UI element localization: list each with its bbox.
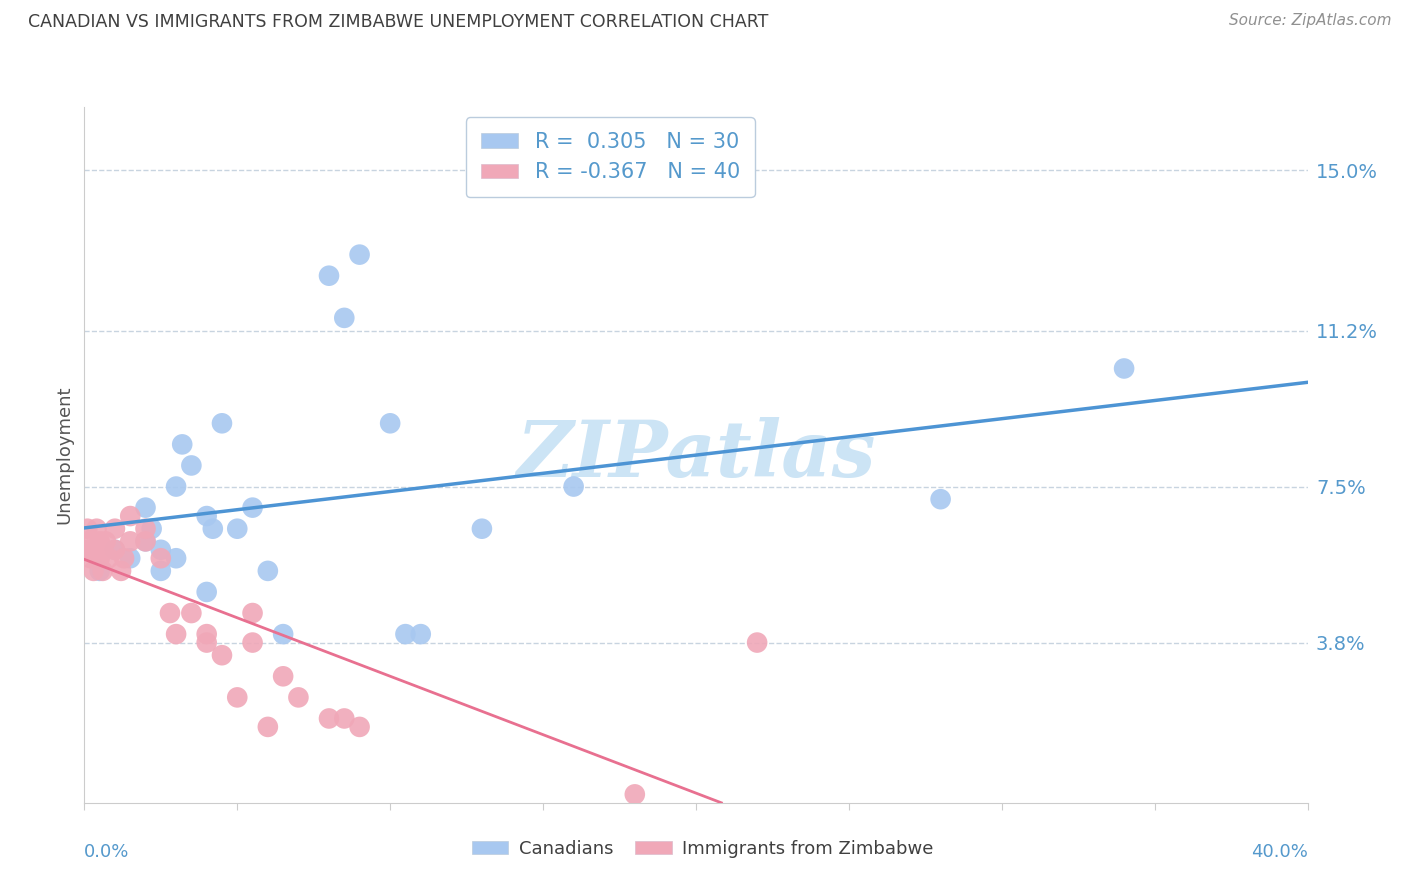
Point bbox=[318, 711, 340, 725]
Point bbox=[211, 648, 233, 663]
Point bbox=[86, 522, 108, 536]
Point bbox=[110, 564, 132, 578]
Point bbox=[747, 635, 769, 649]
Point bbox=[1114, 361, 1136, 376]
Point bbox=[89, 551, 111, 566]
Point bbox=[333, 310, 356, 325]
Point bbox=[195, 635, 218, 649]
Point bbox=[242, 606, 264, 620]
Point bbox=[91, 564, 114, 578]
Point bbox=[135, 522, 157, 536]
Point bbox=[180, 458, 202, 473]
Point bbox=[159, 606, 181, 620]
Point bbox=[349, 247, 371, 261]
Point bbox=[380, 417, 402, 431]
Point bbox=[195, 509, 218, 524]
Text: Source: ZipAtlas.com: Source: ZipAtlas.com bbox=[1229, 13, 1392, 29]
Point bbox=[91, 542, 114, 557]
Point bbox=[195, 585, 218, 599]
Point bbox=[394, 627, 416, 641]
Point bbox=[104, 542, 127, 557]
Point bbox=[242, 500, 264, 515]
Point bbox=[141, 522, 163, 536]
Point bbox=[349, 720, 371, 734]
Point bbox=[135, 534, 157, 549]
Point bbox=[112, 551, 135, 566]
Point bbox=[201, 522, 224, 536]
Text: 0.0%: 0.0% bbox=[84, 843, 129, 861]
Point bbox=[97, 551, 120, 566]
Point bbox=[79, 551, 101, 566]
Point bbox=[271, 669, 294, 683]
Point bbox=[929, 492, 952, 507]
Point bbox=[149, 564, 172, 578]
Point bbox=[135, 500, 157, 515]
Point bbox=[89, 534, 111, 549]
Point bbox=[172, 437, 194, 451]
Point bbox=[242, 635, 264, 649]
Point bbox=[180, 606, 202, 620]
Point bbox=[79, 542, 101, 557]
Point bbox=[135, 534, 157, 549]
Point bbox=[226, 690, 249, 705]
Point bbox=[271, 627, 294, 641]
Point bbox=[149, 551, 172, 566]
Point bbox=[165, 627, 187, 641]
Point bbox=[165, 479, 187, 493]
Y-axis label: Unemployment: Unemployment bbox=[55, 385, 73, 524]
Point bbox=[120, 551, 142, 566]
Point bbox=[76, 542, 98, 557]
Point bbox=[257, 564, 280, 578]
Point bbox=[624, 788, 647, 802]
Point bbox=[76, 534, 98, 549]
Point bbox=[120, 509, 142, 524]
Point bbox=[165, 551, 187, 566]
Point bbox=[149, 542, 172, 557]
Point bbox=[333, 711, 356, 725]
Legend: Canadians, Immigrants from Zimbabwe: Canadians, Immigrants from Zimbabwe bbox=[465, 833, 941, 865]
Point bbox=[409, 627, 432, 641]
Point bbox=[83, 542, 105, 557]
Text: ZIPatlas: ZIPatlas bbox=[516, 417, 876, 493]
Point bbox=[83, 564, 105, 578]
Point bbox=[318, 268, 340, 283]
Point bbox=[120, 534, 142, 549]
Point bbox=[287, 690, 309, 705]
Text: CANADIAN VS IMMIGRANTS FROM ZIMBABWE UNEMPLOYMENT CORRELATION CHART: CANADIAN VS IMMIGRANTS FROM ZIMBABWE UNE… bbox=[28, 13, 769, 31]
Legend: R =  0.305   N = 30, R = -0.367   N = 40: R = 0.305 N = 30, R = -0.367 N = 40 bbox=[465, 118, 755, 197]
Point bbox=[471, 522, 494, 536]
Point bbox=[211, 417, 233, 431]
Point bbox=[195, 627, 218, 641]
Text: 40.0%: 40.0% bbox=[1251, 843, 1308, 861]
Point bbox=[226, 522, 249, 536]
Point bbox=[104, 522, 127, 536]
Point bbox=[89, 564, 111, 578]
Point bbox=[76, 522, 98, 536]
Point bbox=[104, 542, 127, 557]
Point bbox=[257, 720, 280, 734]
Point bbox=[562, 479, 585, 493]
Point bbox=[94, 534, 117, 549]
